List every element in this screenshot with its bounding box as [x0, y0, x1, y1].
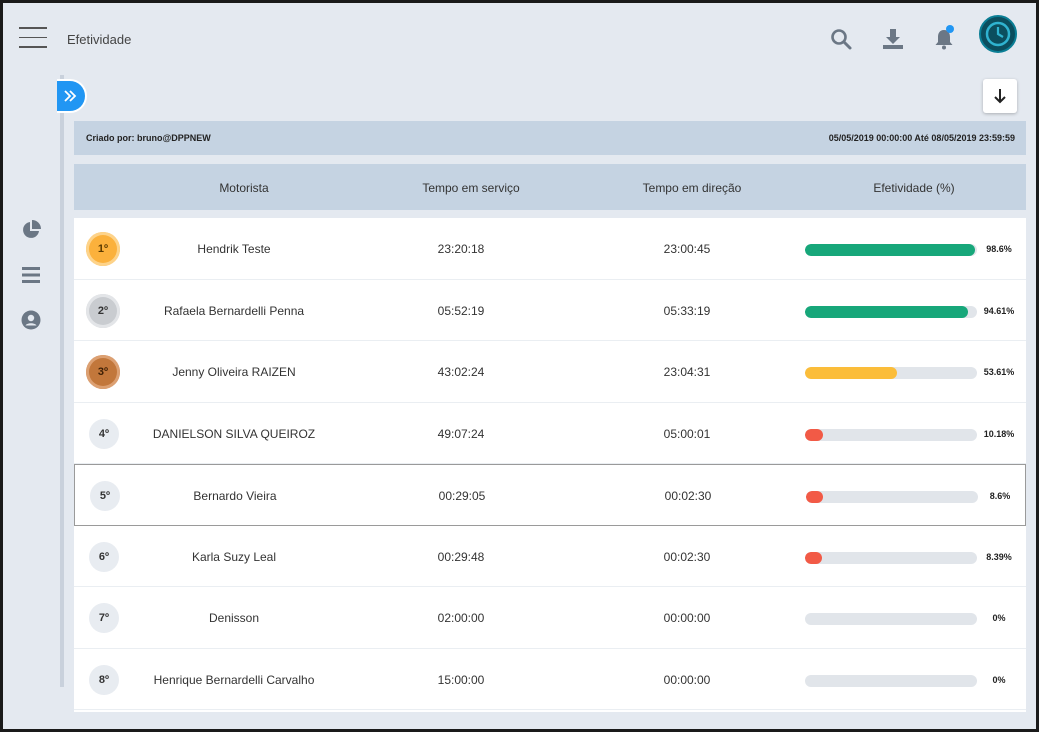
driving-time: 23:00:45	[663, 242, 711, 256]
export-button[interactable]	[983, 79, 1017, 113]
driver-name: Henrique Bernardelli Carvalho	[153, 672, 315, 687]
arrow-down-icon	[994, 89, 1006, 104]
created-by-text: Criado por: bruno@DPPNEW	[86, 133, 211, 143]
driver-name: Bernardo Vieira	[193, 489, 277, 503]
driving-time: 00:02:30	[663, 549, 711, 564]
rank-badge: 6º	[89, 541, 119, 572]
table-row[interactable]: 3º Jenny Oliveira RAIZEN 43:02:24 23:04:31 5…	[74, 341, 1026, 403]
pie-chart-icon[interactable]	[21, 220, 41, 240]
driving-time: 00:00:00	[663, 611, 711, 625]
top-bar: Efetividade	[3, 3, 1036, 73]
column-header-driver[interactable]: Motorista	[219, 181, 269, 195]
effectiveness-bar-fill	[805, 428, 823, 441]
driving-time: 05:00:01	[663, 426, 711, 441]
rank-badge: 4º	[89, 418, 119, 449]
effectiveness-percent: 94.61%	[983, 305, 1015, 316]
effectiveness-bar-fill	[805, 367, 898, 379]
effectiveness-percent: 98.6%	[986, 244, 1012, 254]
effectiveness-percent: 8.6%	[989, 491, 1011, 501]
effectiveness-bar	[805, 613, 977, 625]
effectiveness-percent: 53.61%	[983, 367, 1015, 377]
double-chevron-right-icon	[64, 90, 77, 102]
report-period-text: 05/05/2019 00:00:00 Até 08/05/2019 23:59…	[828, 133, 1015, 143]
list-icon[interactable]	[21, 265, 41, 285]
rank-badge: 5º	[90, 481, 120, 511]
service-time: 02:00:00	[437, 611, 485, 625]
effectiveness-bar-fill	[805, 551, 823, 564]
report-info-bar: Criado por: bruno@DPPNEW 05/05/2019 00:0…	[74, 121, 1026, 155]
driving-time: 00:02:30	[664, 489, 712, 503]
table-row[interactable]: 7º Denisson 02:00:00 00:00:00 0%	[74, 587, 1026, 649]
rank-badge-silver: 2º	[86, 293, 120, 328]
effectiveness-bar	[805, 244, 977, 256]
table-row[interactable]: 6º Karla Suzy Leal 00:29:48 00:02:30 8.39%	[74, 526, 1026, 587]
effectiveness-bar	[805, 674, 977, 687]
column-header-service-time[interactable]: Tempo em serviço	[422, 181, 520, 195]
driver-name: Denisson	[208, 611, 260, 625]
effectiveness-percent: 0%	[992, 613, 1006, 623]
driver-name: Jenny Oliveira RAIZEN	[172, 365, 296, 379]
effectiveness-bar-fill	[806, 491, 824, 503]
driving-time: 05:33:19	[663, 303, 711, 318]
hamburger-icon[interactable]	[19, 27, 47, 49]
effectiveness-bar	[805, 428, 977, 441]
driver-name: Rafaela Bernardelli Penna	[163, 303, 305, 318]
effectiveness-bar-fill	[805, 305, 968, 318]
effectiveness-bar	[805, 367, 977, 379]
column-header-driving-time[interactable]: Tempo em direção	[642, 181, 742, 195]
effectiveness-bar	[805, 305, 977, 318]
user-circle-icon[interactable]	[21, 310, 41, 330]
effectiveness-percent: 0%	[992, 674, 1006, 685]
bell-icon[interactable]	[932, 27, 956, 51]
service-time: 00:29:05	[438, 489, 486, 503]
rank-badge: 7º	[89, 603, 119, 633]
sidebar-divider	[60, 75, 64, 687]
table-header: Motorista Tempo em serviço Tempo em dire…	[74, 164, 1026, 210]
rank-badge-gold: 1º	[86, 232, 120, 266]
driving-time: 00:00:00	[663, 672, 711, 687]
ranking-table: 1º Hendrik Teste 23:20:18 23:00:45 98.6% 2º Ra…	[74, 218, 1026, 712]
service-time: 15:00:00	[437, 672, 485, 687]
expand-sidebar-button[interactable]	[57, 79, 87, 113]
table-row[interactable]: 8º Henrique Bernardelli Carvalho 15:00:00 0…	[74, 649, 1026, 710]
table-row[interactable]: 5º Bernardo Vieira 00:29:05 00:02:30 8.6%	[74, 464, 1026, 526]
service-time: 23:20:18	[437, 242, 485, 256]
app-window: Efetividade	[3, 3, 1036, 729]
service-time: 00:29:48	[437, 549, 485, 564]
effectiveness-bar-fill	[805, 244, 975, 256]
rank-badge-bronze: 3º	[86, 355, 120, 389]
service-time: 43:02:24	[437, 365, 485, 379]
driver-name: Karla Suzy Leal	[191, 549, 277, 564]
table-row[interactable]: 1º Hendrik Teste 23:20:18 23:00:45 98.6%	[74, 218, 1026, 280]
table-row[interactable]: 4º DANIELSON SILVA QUEIROZ 49:07:24 05:00:0…	[74, 403, 1026, 464]
service-time: 05:52:19	[437, 303, 485, 318]
effectiveness-percent: 8.39%	[986, 551, 1012, 562]
table-row[interactable]: 2º Rafaela Bernardelli Penna 05:52:19 05:33…	[74, 280, 1026, 341]
avatar[interactable]	[979, 15, 1017, 53]
service-time: 49:07:24	[437, 426, 485, 441]
page-title: Efetividade	[67, 32, 132, 47]
effectiveness-percent: 10.18%	[983, 428, 1015, 439]
effectiveness-bar	[806, 491, 978, 503]
column-header-effectiveness[interactable]: Efetividade (%)	[873, 181, 955, 195]
driver-name: DANIELSON SILVA QUEIROZ	[152, 426, 316, 441]
download-icon[interactable]	[881, 27, 905, 51]
notification-badge	[946, 25, 954, 33]
clock-logo-icon	[985, 21, 1011, 47]
effectiveness-bar	[805, 551, 977, 564]
search-icon[interactable]	[829, 27, 853, 51]
driving-time: 23:04:31	[663, 365, 711, 379]
rank-badge: 8º	[89, 664, 119, 695]
driver-name: Hendrik Teste	[197, 242, 271, 256]
